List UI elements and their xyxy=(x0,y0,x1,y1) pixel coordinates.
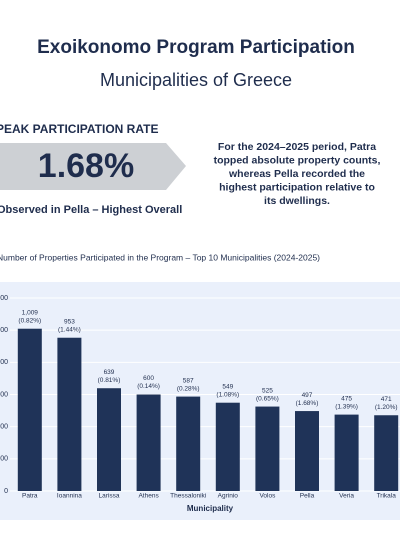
y-tick-label: 1,000 xyxy=(0,327,8,334)
value-label: 953 xyxy=(64,318,75,325)
rate-label: (0.28%) xyxy=(177,385,200,392)
bar xyxy=(374,415,399,491)
highlight-value: 1.68% xyxy=(38,147,134,185)
y-tick-label: 1,200 xyxy=(0,295,8,302)
y-tick-label: 600 xyxy=(0,391,8,398)
subtitle: Municipalities of Greece xyxy=(100,70,292,90)
x-tick-label: Thessaloniki xyxy=(170,493,206,500)
y-tick-label: 400 xyxy=(0,424,8,431)
x-tick-label: Patra xyxy=(22,493,38,500)
bar xyxy=(97,388,121,491)
rate-label: (0.81%) xyxy=(98,377,121,384)
rate-label: (1.68%) xyxy=(296,400,319,407)
value-label: 549 xyxy=(222,383,233,390)
summary-line: highest participation relative to xyxy=(219,181,375,193)
rate-label: (0.14%) xyxy=(137,383,160,390)
highlight-caption: Observed in Pella – Highest Overall xyxy=(0,204,182,216)
y-tick-label: 0 xyxy=(4,488,8,495)
x-tick-label: Larissa xyxy=(99,493,120,500)
bar xyxy=(215,402,240,491)
rate-label: (1.44%) xyxy=(58,326,81,333)
x-tick-label: Trikala xyxy=(377,493,397,500)
x-axis-label: Municipality xyxy=(187,504,234,513)
y-tick-label: 800 xyxy=(0,359,8,366)
x-tick-label: Agrinio xyxy=(218,493,239,500)
x-tick-label: Pella xyxy=(300,493,315,500)
bar xyxy=(136,394,161,491)
summary-line: its dwellings. xyxy=(264,195,330,207)
chart-title: Number of Properties Participated in the… xyxy=(0,252,320,262)
rate-label: (1.39%) xyxy=(335,403,358,410)
bar xyxy=(295,411,319,491)
value-label: 475 xyxy=(341,395,352,402)
bar xyxy=(334,414,359,491)
value-label: 525 xyxy=(262,387,273,394)
x-tick-label: Ioannina xyxy=(57,493,82,500)
title: Exoikonomo Program Participation xyxy=(37,37,355,58)
x-tick-label: Athens xyxy=(138,493,159,500)
summary-line: topped absolute property counts, xyxy=(214,154,381,166)
rate-label: (1.08%) xyxy=(216,391,239,398)
rate-label: (1.20%) xyxy=(375,404,398,411)
value-label: 497 xyxy=(302,392,313,399)
value-label: 471 xyxy=(381,396,392,403)
x-tick-label: Veria xyxy=(339,493,354,500)
summary-line: whereas Pella recorded the xyxy=(228,168,365,180)
summary-line: For the 2024–2025 period, Patra xyxy=(218,141,376,153)
banner xyxy=(0,143,186,190)
bar xyxy=(255,406,280,491)
value-label: 587 xyxy=(183,377,194,384)
rate-label: (0.82%) xyxy=(18,317,41,324)
rate-label: (0.65%) xyxy=(256,395,279,402)
bar xyxy=(17,328,42,491)
value-label: 600 xyxy=(143,375,154,382)
value-label: 639 xyxy=(104,369,115,376)
bar xyxy=(176,396,201,491)
value-label: 1,009 xyxy=(22,309,39,316)
highlight-heading: PEAK PARTICIPATION RATE xyxy=(0,122,158,136)
y-tick-label: 200 xyxy=(0,456,8,463)
x-tick-label: Volos xyxy=(259,493,276,500)
bar xyxy=(57,337,82,491)
